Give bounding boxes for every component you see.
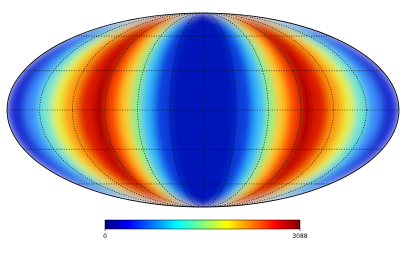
map-outline [6,12,400,208]
colorbar-tick-label: 0 [103,233,107,240]
colorbar [104,219,301,230]
colorbar-tick-label: 3088 [292,233,307,240]
meridian [72,12,334,208]
